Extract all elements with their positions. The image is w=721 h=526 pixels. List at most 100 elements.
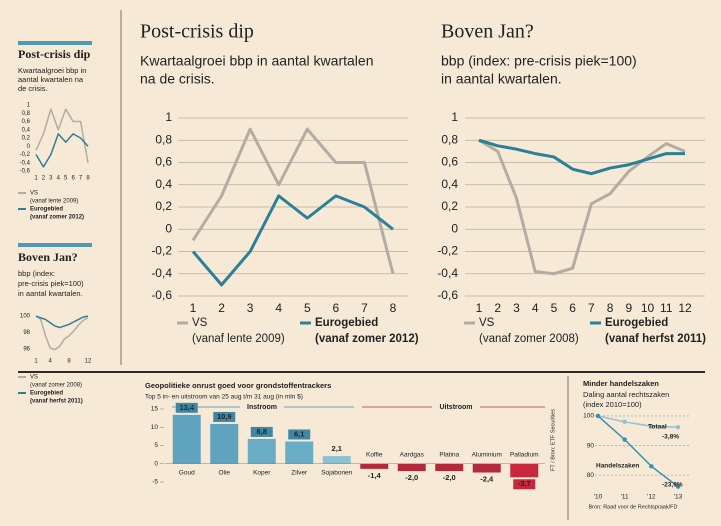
value-label: -2,0 — [443, 473, 456, 482]
y-tick-label: 5 — [154, 442, 158, 449]
x-tick-label: Platina — [439, 451, 459, 458]
change-label: -3,8% — [662, 434, 679, 441]
chart-subtitle: in aantal kwartalen. — [441, 71, 562, 87]
x-tick-label: Aardgas — [400, 451, 425, 458]
x-tick-label: 2 — [218, 301, 225, 315]
chart-subtitle: Kwartaalgroei bbp in — [18, 66, 86, 75]
x-tick-label: Koper — [253, 469, 271, 476]
x-tick-label: 3 — [49, 176, 53, 182]
x-tick-label: Palladium — [510, 451, 539, 458]
series-line — [35, 133, 89, 168]
series-line — [597, 415, 679, 488]
x-tick-label: 4 — [57, 176, 61, 182]
value-label: 6,1 — [294, 429, 304, 438]
x-tick-label: 10 — [641, 301, 655, 315]
x-tick-label: Koffie — [366, 451, 383, 458]
legend-note: (vanaf zomer 2008) — [479, 333, 579, 345]
legend-label: VS — [192, 317, 208, 329]
y-tick-label: -0,2 — [437, 244, 458, 258]
x-tick-label: Aluminium — [472, 451, 502, 458]
series-label: Handelszaken — [596, 463, 639, 470]
point — [649, 424, 654, 429]
chart-title: Post-crisis dip — [18, 47, 91, 61]
x-tick-label: 1 — [34, 359, 38, 365]
x-tick-label: 8 — [86, 176, 90, 182]
y-tick-label: 0,2 — [441, 199, 458, 213]
annotation: Instroom — [247, 404, 277, 411]
y-tick-label: 96 — [23, 346, 30, 352]
chart-subtitle: aantal kwartalen na — [18, 75, 84, 84]
y-tick-label: 80 — [587, 472, 595, 479]
x-tick-label: 8 — [390, 301, 397, 315]
point — [649, 464, 654, 469]
y-tick-label: 0,6 — [155, 155, 172, 169]
y-tick-label: -5 — [152, 479, 158, 486]
value-label: 10,9 — [217, 412, 232, 421]
x-tick-label: 3 — [513, 301, 520, 315]
y-tick-label: 0,4 — [22, 127, 31, 133]
series-line — [478, 138, 685, 176]
x-tick-label: 6 — [333, 301, 340, 315]
bar — [510, 463, 539, 478]
y-tick-label: 0,8 — [441, 132, 458, 146]
value-label-box — [175, 402, 198, 413]
series-line — [478, 138, 686, 276]
bar — [397, 463, 426, 472]
y-tick-label: 0 — [451, 221, 458, 235]
x-tick-label: 2 — [494, 301, 501, 315]
chart-title: Boven Jan? — [441, 21, 534, 43]
y-tick-label: 0,8 — [155, 132, 172, 146]
value-label: 2,1 — [332, 444, 342, 453]
bar — [360, 463, 389, 469]
bar — [285, 441, 314, 464]
series-line — [191, 127, 395, 275]
x-tick-label: 5 — [551, 301, 558, 315]
legend-note: (vanaf lente 2009) — [192, 333, 285, 345]
y-tick-label: 0,6 — [441, 155, 458, 169]
value-label-box — [213, 411, 236, 422]
point — [622, 419, 627, 425]
x-tick-label: 8 — [607, 301, 614, 315]
chart-title: Minder handelszaken — [583, 379, 659, 388]
annotation: Uitstroom — [439, 404, 472, 411]
x-tick-label: 8 — [67, 359, 71, 365]
x-tick-label: 7 — [361, 301, 368, 315]
x-tick-label: Zilver — [291, 469, 308, 476]
y-tick-label: 0 — [27, 144, 31, 150]
x-tick-label: 4 — [275, 301, 282, 315]
chart-subtitle: (index 2010=100) — [583, 400, 642, 409]
chart-subtitle: pre-crisis piek=100) — [18, 279, 84, 288]
chart-subtitle: na de crisis. — [140, 71, 215, 87]
point — [622, 437, 627, 442]
y-tick-label: 10 — [151, 424, 159, 431]
bar — [472, 463, 501, 473]
x-tick-label: '12 — [647, 494, 656, 501]
series-line — [35, 315, 89, 329]
point — [675, 424, 681, 430]
value-label-box — [288, 429, 311, 440]
value-label-box — [250, 426, 273, 437]
chart-title: Geopolitieke onrust goed voor grondstoff… — [145, 381, 331, 390]
bar — [210, 423, 239, 464]
legend-note: (vanaf herfst 2011) — [605, 333, 706, 345]
x-tick-label: 9 — [625, 301, 632, 315]
y-tick-label: -0,6 — [151, 288, 172, 302]
y-tick-label: 0,8 — [22, 111, 31, 117]
y-tick-label: -0,2 — [151, 244, 172, 258]
x-tick-label: '10 — [594, 494, 603, 501]
bar — [322, 456, 351, 464]
legend-label: VS — [479, 317, 495, 329]
x-tick-label: '13 — [674, 494, 683, 501]
y-tick-label: 0 — [165, 221, 172, 235]
y-tick-label: 90 — [587, 442, 595, 449]
value-label: -1,4 — [368, 471, 382, 480]
y-tick-label: 1 — [451, 110, 458, 124]
chart-subtitle: de crisis. — [18, 84, 48, 93]
chart-subtitle: bbp (index: — [18, 269, 55, 278]
y-tick-label: 0,2 — [22, 136, 31, 142]
x-tick-label: 12 — [85, 359, 92, 365]
chart-subtitle: in aantal kwartalen. — [18, 289, 83, 298]
series-line — [35, 315, 89, 351]
series-label: Totaal — [648, 424, 667, 431]
y-tick-label: 1 — [165, 110, 172, 124]
